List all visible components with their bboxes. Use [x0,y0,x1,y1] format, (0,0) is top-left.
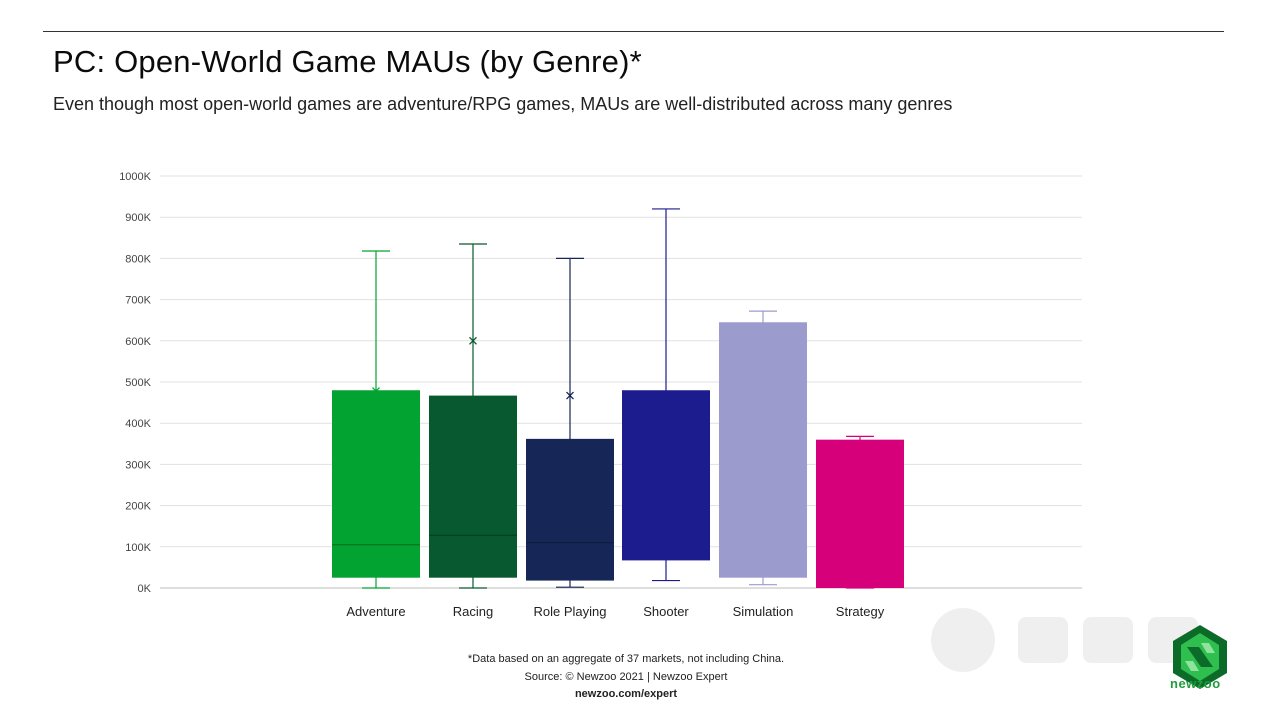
y-tick-label: 400K [125,418,151,430]
mean-marker [372,387,380,396]
y-tick-label: 900K [125,212,151,224]
page-title: PC: Open-World Game MAUs (by Genre)* [53,44,642,79]
box-racing [429,395,517,578]
y-tick-label: 500K [125,377,151,389]
footnote-url[interactable]: newzoo.com/expert [574,688,678,700]
logo-text: newzoo [1170,676,1221,691]
x-category-label: Simulation [733,604,794,619]
page-subtitle: Even though most open-world games are ad… [53,94,953,114]
footnote-note: *Data based on an aggregate of 37 market… [467,653,785,665]
box-role-playing [526,438,614,581]
x-category-label: Role Playing [534,604,607,619]
box-simulation [719,322,807,578]
box-adventure [332,390,420,578]
mean-marker [566,391,574,400]
box-strategy [816,439,904,588]
x-category-label: Adventure [346,604,405,619]
top-rule [43,31,1224,32]
y-tick-label: 700K [125,295,151,307]
x-category-label: Strategy [836,604,885,619]
x-category-label: Shooter [643,604,689,619]
footnote-source: Source: © Newzoo 2021 | Newzoo Expert [524,671,728,683]
newzoo-logo-icon [1173,625,1227,689]
y-tick-label: 100K [125,542,151,554]
y-tick-label: 0K [138,583,152,595]
y-tick-label: 1000K [119,171,151,183]
box-shooter [622,390,710,561]
x-category-label: Racing [453,604,493,619]
mean-marker [469,336,477,345]
y-tick-label: 300K [125,459,151,471]
y-tick-label: 600K [125,336,151,348]
y-tick-label: 800K [125,253,151,265]
y-tick-label: 200K [125,501,151,513]
